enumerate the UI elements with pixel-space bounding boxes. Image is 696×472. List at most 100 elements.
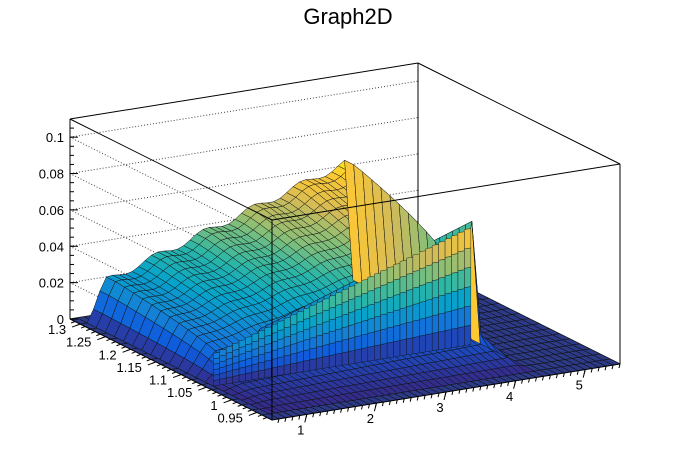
curtain-cell xyxy=(309,347,317,360)
curtain-cell xyxy=(258,337,266,348)
x-minor-tick xyxy=(569,371,572,376)
y-minor-tick xyxy=(257,414,263,417)
x-minor-tick xyxy=(548,375,551,380)
curtain-cell xyxy=(419,301,426,320)
curtain-cell xyxy=(457,288,465,309)
x-minor-tick xyxy=(590,368,593,373)
y-minor-tick xyxy=(252,411,258,415)
x-tick-label: 3 xyxy=(436,400,443,415)
x-tick-label: 5 xyxy=(576,378,583,393)
x-minor-tick xyxy=(479,386,482,391)
curtain-cell xyxy=(367,345,375,362)
curtain-cell xyxy=(328,318,336,333)
x-minor-tick xyxy=(451,390,454,396)
curtain-cell xyxy=(341,326,349,341)
y-minor-tick xyxy=(171,371,177,374)
curtain-cell xyxy=(258,361,266,372)
curtain-cell xyxy=(348,285,356,300)
curtain-cell xyxy=(277,356,285,367)
x-minor-tick xyxy=(486,385,489,390)
x-minor-tick xyxy=(541,376,544,381)
curtain-cell xyxy=(432,314,439,334)
curtain-cell xyxy=(348,324,356,339)
x-minor-tick xyxy=(423,395,426,400)
y-minor-tick xyxy=(232,401,237,405)
curtain-cell xyxy=(361,279,369,295)
curtain-cell xyxy=(406,321,414,340)
curtain-cell xyxy=(309,358,317,371)
curtain-cell xyxy=(464,305,472,327)
curtain-cell xyxy=(283,364,291,375)
curtain-cell xyxy=(303,318,311,331)
y-minor-tick xyxy=(96,333,101,337)
curtain-cell xyxy=(213,352,220,360)
curtain-cell xyxy=(399,275,407,294)
y-minor-tick xyxy=(121,346,126,349)
x-minor-tick xyxy=(611,364,614,370)
curtain-cell xyxy=(438,276,446,297)
x-minor-tick xyxy=(458,389,461,394)
curtain-cell xyxy=(425,333,433,353)
y-minor-tick xyxy=(86,328,91,332)
curtain-cell xyxy=(412,253,420,272)
curtain-cell xyxy=(438,312,446,333)
curtain-cell xyxy=(386,296,394,314)
z-tick-label: 0.04 xyxy=(39,239,64,254)
curtain-cell xyxy=(412,319,420,338)
x-minor-tick xyxy=(340,408,343,413)
curtain-cell xyxy=(322,309,330,323)
curtain-cell xyxy=(232,349,240,358)
curtain-cell xyxy=(258,329,266,340)
curtain-cell xyxy=(328,306,336,321)
x-minor-tick xyxy=(360,405,363,410)
x-minor-tick xyxy=(500,382,503,388)
curtain-cell xyxy=(335,304,343,318)
x-minor-tick xyxy=(291,416,294,421)
box-edge-back-top xyxy=(69,62,419,120)
x-minor-tick xyxy=(604,366,607,371)
z-tick-label: 0.06 xyxy=(39,203,64,218)
curtain-cell xyxy=(419,250,426,269)
y-minor-tick xyxy=(262,417,268,420)
axes: 123450.9511.051.11.151.21.251.300.020.04… xyxy=(39,127,621,437)
x-minor-tick xyxy=(437,392,440,398)
curtain-cell xyxy=(258,345,266,356)
curtain-cell xyxy=(464,325,472,346)
x-tick-label: 2 xyxy=(367,411,374,426)
curtain-cell xyxy=(296,330,304,343)
curtain-cell xyxy=(277,329,285,340)
curtain-cell xyxy=(438,258,446,279)
chart-title: Graph2D xyxy=(303,4,393,29)
x-minor-tick xyxy=(298,415,301,420)
x-minor-tick xyxy=(354,406,357,411)
curtain-cell xyxy=(444,274,452,295)
curtain-cell xyxy=(457,326,465,347)
y-minor-tick xyxy=(227,399,232,402)
curtain-cell xyxy=(290,343,298,355)
y-tick-label: 1.1 xyxy=(149,373,167,388)
x-minor-tick xyxy=(472,387,475,392)
surface-mesh xyxy=(86,159,536,415)
z-tick-label: 0 xyxy=(57,312,64,327)
curtain-cell xyxy=(245,372,253,382)
x-minor-tick xyxy=(444,391,447,397)
x-minor-tick xyxy=(514,380,517,385)
curtain-cell xyxy=(290,352,298,365)
curtain-cell xyxy=(380,269,388,286)
curtain-cell xyxy=(444,310,452,331)
y-minor-tick xyxy=(176,374,182,377)
curtain-cell xyxy=(348,311,356,326)
curtain-cell xyxy=(264,334,272,345)
curtain-cell xyxy=(283,335,291,347)
y-minor-tick xyxy=(222,396,227,400)
curtain-cell xyxy=(361,320,369,336)
curtain-cell xyxy=(354,348,362,364)
curtain-cell xyxy=(303,349,311,362)
curtain-cell xyxy=(264,343,272,354)
curtain-cell xyxy=(296,341,304,353)
curtain-cell xyxy=(238,339,246,348)
curtain-cell xyxy=(406,337,414,356)
curtain-cell xyxy=(451,271,459,293)
curtain-cell xyxy=(296,351,304,363)
z-tick-label: 0.1 xyxy=(46,130,64,145)
